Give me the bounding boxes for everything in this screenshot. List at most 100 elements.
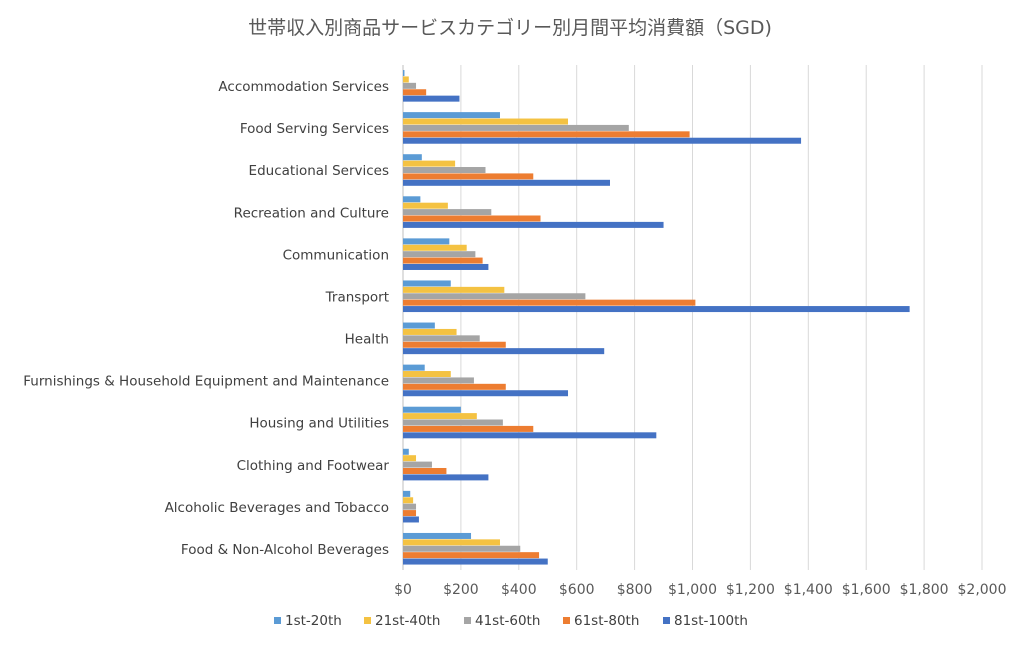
legend-label: 21st-40th: [375, 613, 440, 629]
bar: [403, 413, 477, 420]
bar: [403, 377, 474, 384]
legend-label: 41st-60th: [475, 613, 540, 629]
category-label: Alcoholic Beverages and Tobacco: [165, 500, 389, 516]
bar: [403, 167, 486, 174]
bar: [403, 510, 417, 517]
x-tick-label: $1,800: [900, 582, 949, 598]
bar: [403, 432, 657, 439]
bar: [403, 474, 489, 481]
bar: [403, 70, 405, 77]
bar: [403, 306, 910, 313]
category-label: Recreation and Culture: [234, 205, 389, 221]
legend-label: 61st-80th: [574, 613, 639, 629]
bar: [403, 179, 610, 186]
bar: [403, 364, 425, 371]
category-label: Accommodation Services: [218, 79, 389, 95]
x-tick-label: $0: [394, 582, 412, 598]
category-label: Communication: [283, 247, 389, 263]
bar: [403, 558, 548, 565]
bar: [403, 89, 427, 96]
legend-label: 81st-100th: [674, 613, 748, 629]
bar: [403, 448, 409, 455]
bar: [403, 137, 802, 144]
bar: [403, 160, 456, 167]
legend-label: 1st-20th: [285, 613, 342, 629]
bar: [403, 95, 460, 102]
bar: [403, 322, 435, 329]
bar: [403, 196, 421, 203]
x-axis-ticks: $0 $200 $400 $600 $800 $1,000 $1,200 $1,400 $1,6…: [394, 582, 1006, 598]
category-label: Food Serving Services: [240, 121, 389, 137]
x-tick-label: $1,200: [726, 582, 775, 598]
bar: [403, 516, 419, 523]
bar: [403, 328, 457, 335]
legend-item: 41st-60th: [464, 613, 540, 629]
bar: [403, 455, 417, 462]
legend: 1st-20th 21st-40th 41st-60th 61st-80th 81st-…: [274, 613, 748, 629]
bar: [403, 118, 569, 125]
bar: [403, 383, 506, 390]
x-tick-label: $1,000: [668, 582, 717, 598]
bar: [403, 425, 534, 432]
legend-item: 61st-80th: [563, 613, 639, 629]
category-label: Food & Non-Alcohol Beverages: [181, 542, 389, 558]
bar: [403, 419, 503, 426]
bar: [403, 406, 461, 413]
bar: [403, 209, 492, 216]
bar: [403, 124, 629, 131]
bar: [403, 299, 696, 306]
x-tick-label: $1,600: [842, 582, 891, 598]
bar: [403, 215, 541, 222]
legend-swatch: [364, 617, 371, 624]
bar: [403, 238, 450, 245]
bar: [403, 154, 422, 161]
legend-item: 1st-20th: [274, 613, 342, 629]
bar: [403, 503, 417, 510]
category-label: Clothing and Footwear: [237, 458, 390, 474]
bar: [403, 76, 409, 83]
category-label: Educational Services: [249, 163, 389, 179]
x-tick-label: $600: [559, 582, 595, 598]
category-label: Housing and Utilities: [249, 416, 389, 432]
bar: [403, 173, 534, 180]
x-tick-label: $2,000: [958, 582, 1007, 598]
legend-item: 21st-40th: [364, 613, 440, 629]
x-tick-label: $800: [617, 582, 653, 598]
bar: [403, 545, 521, 552]
grid-lines: [402, 65, 983, 570]
bar: [403, 467, 447, 474]
bars: [403, 70, 910, 565]
bar: [403, 461, 432, 468]
bar: [403, 335, 480, 342]
bar: [403, 539, 500, 546]
category-label: Furnishings & Household Equipment and Ma…: [23, 374, 389, 390]
bar: [403, 341, 506, 348]
bar: [403, 82, 417, 89]
bar: [403, 532, 472, 539]
bar: [403, 490, 411, 497]
bar: [403, 251, 476, 258]
bar: [403, 286, 505, 293]
bar: [403, 202, 448, 209]
legend-swatch: [563, 617, 570, 624]
bar: [403, 390, 569, 397]
bar: [403, 293, 586, 300]
category-label: Health: [345, 332, 389, 348]
legend-swatch: [464, 617, 471, 624]
bar: [403, 131, 690, 138]
bar: [403, 552, 540, 559]
legend-swatch: [274, 617, 281, 624]
bar: [403, 244, 467, 251]
category-labels: Accommodation Services Food Serving Servi…: [23, 79, 389, 558]
bar: [403, 112, 500, 119]
legend-item: 81st-100th: [663, 613, 748, 629]
bar: [403, 280, 451, 287]
bar: [403, 263, 489, 270]
bar: [403, 497, 414, 504]
bar: [403, 221, 664, 228]
x-tick-label: $1,400: [784, 582, 833, 598]
bar: [403, 348, 605, 355]
chart-title: 世帯収入別商品サービスカテゴリー別月間平均消費額（SGD): [248, 17, 772, 39]
x-tick-label: $200: [443, 582, 479, 598]
